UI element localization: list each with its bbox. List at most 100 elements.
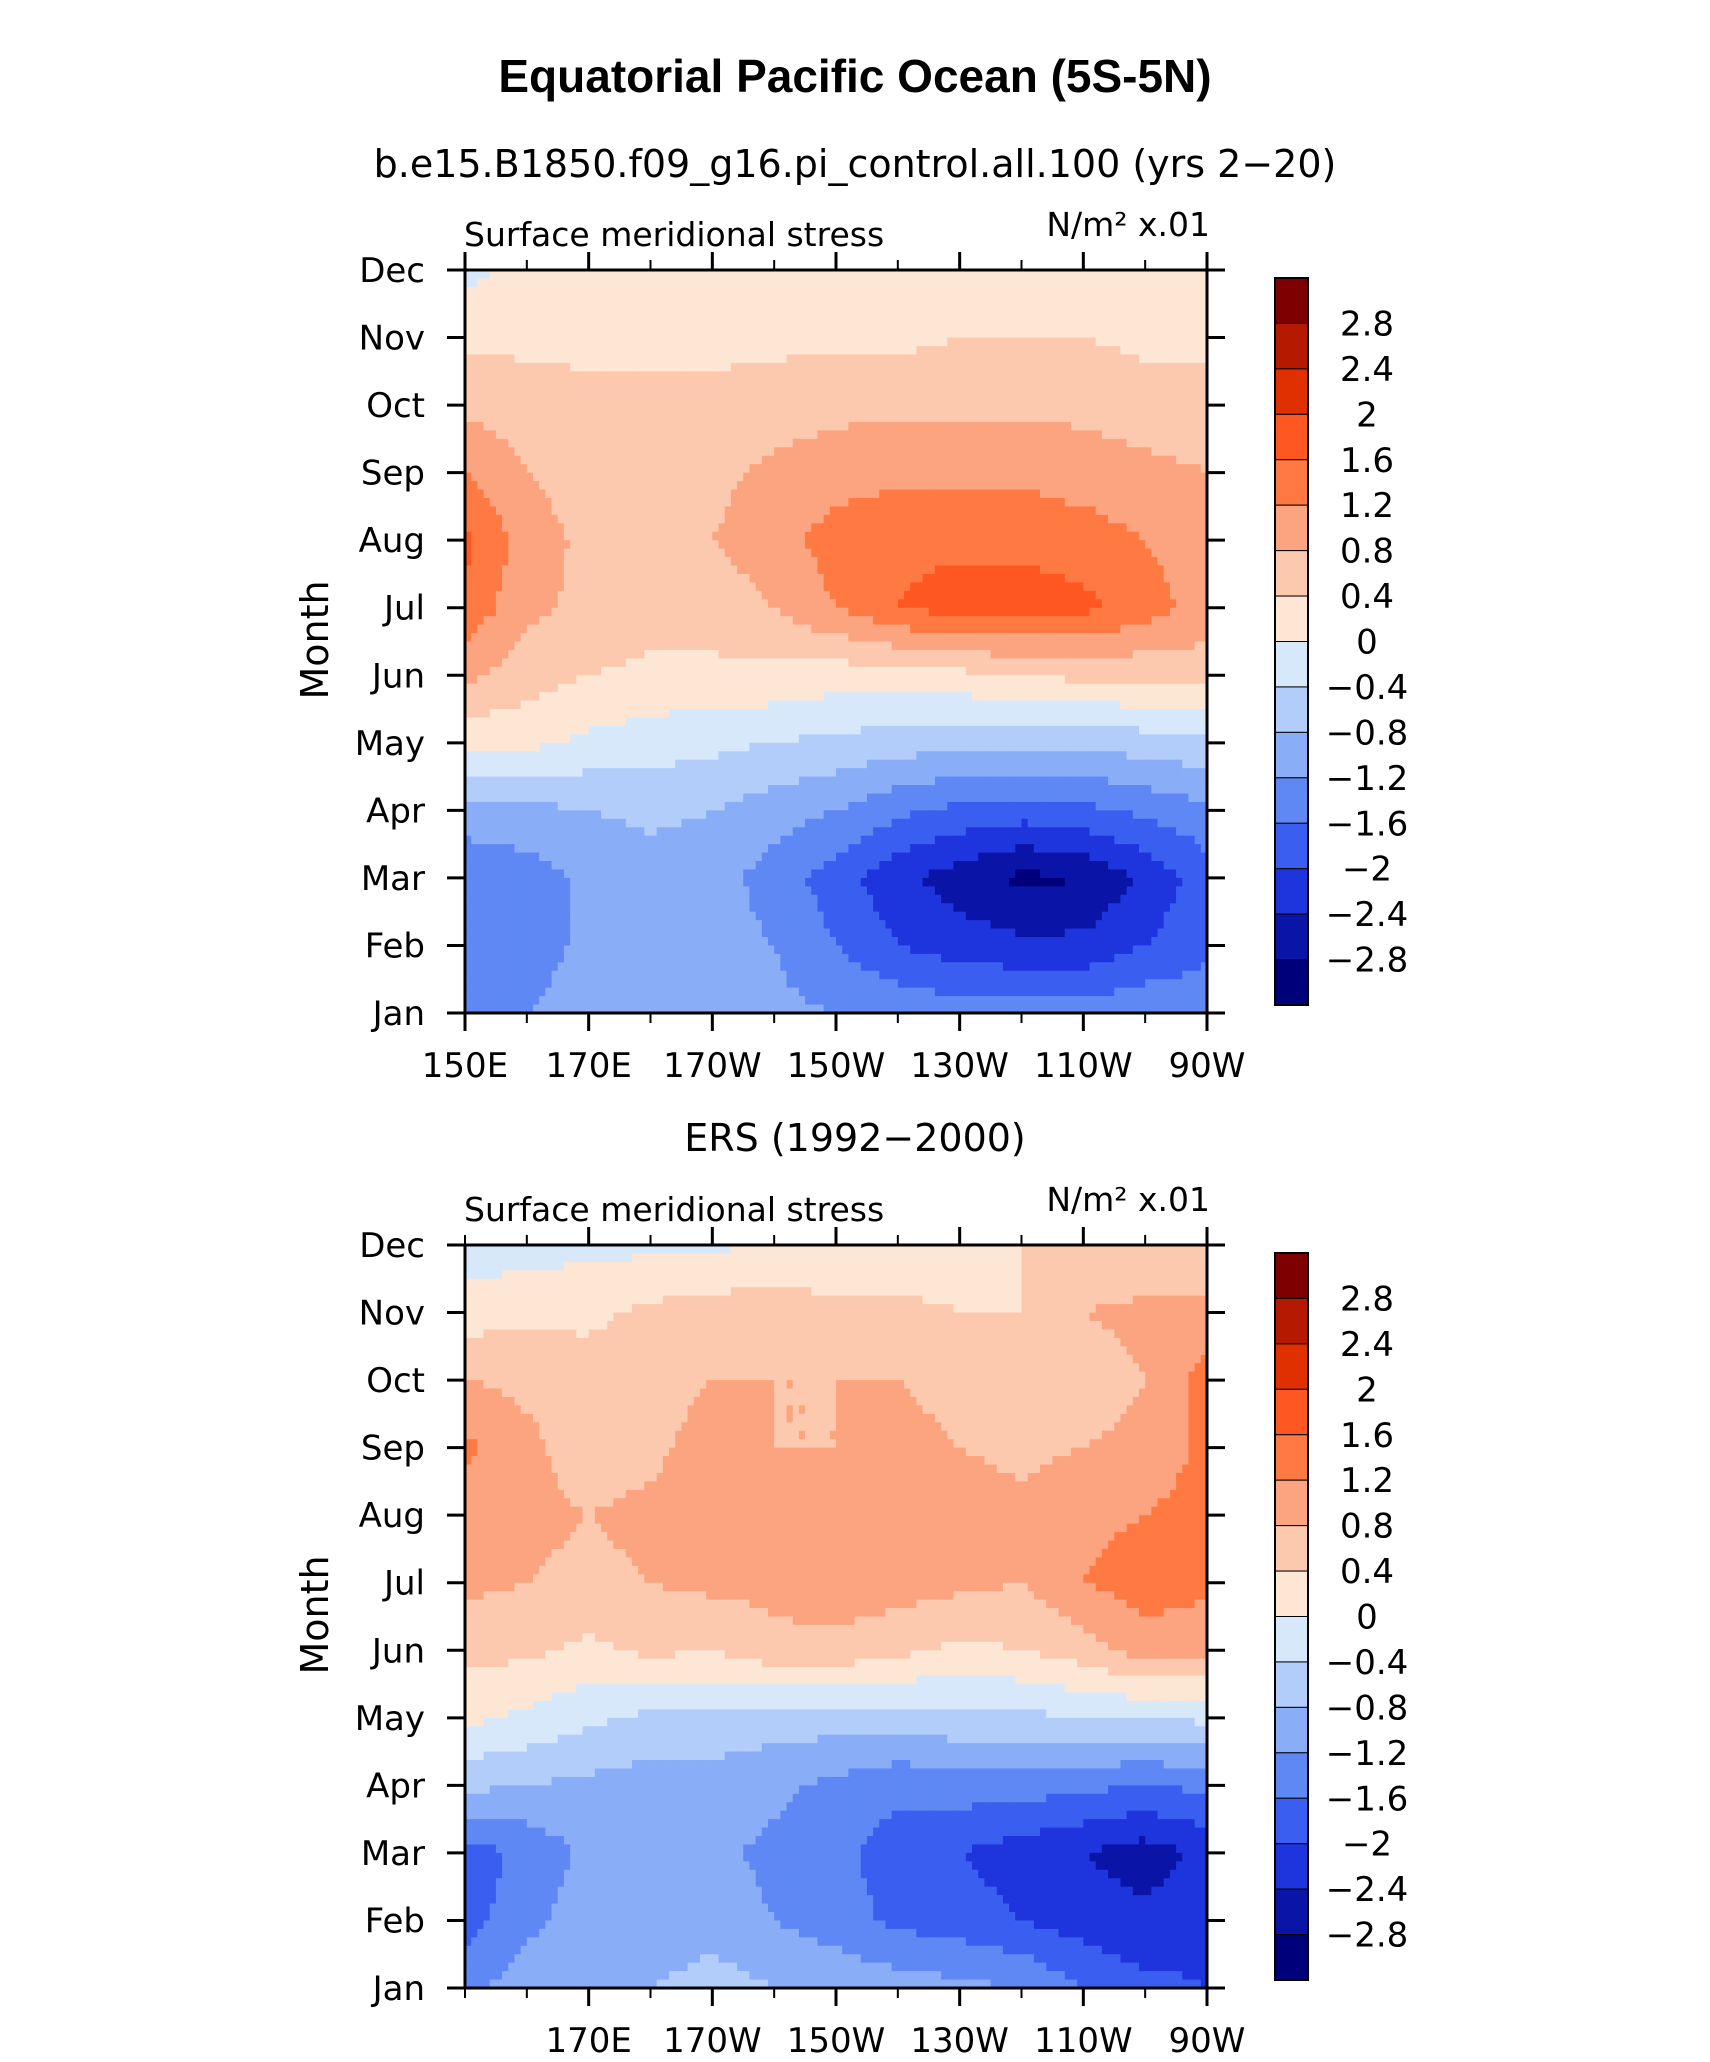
contour-cell [1040, 498, 1047, 507]
contour-cell [502, 430, 509, 439]
contour-cell [564, 405, 571, 414]
contour-cell [589, 574, 596, 583]
contour-cell [1015, 371, 1022, 380]
contour-cell [1096, 354, 1103, 363]
contour-cell [508, 616, 515, 625]
contour-cell [923, 430, 930, 439]
contour-cell [780, 506, 787, 515]
contour-cell [904, 363, 911, 372]
contour-cell [694, 490, 701, 499]
contour-cell [1096, 515, 1103, 524]
contour-cell [508, 540, 515, 549]
contour-cell [1114, 532, 1121, 541]
contour-cell [1188, 295, 1195, 304]
contour-cell [873, 574, 880, 583]
contour-cell [953, 582, 960, 591]
contour-cell [1083, 464, 1090, 473]
contour-cell [582, 405, 589, 414]
contour-cell [898, 329, 905, 338]
contour-cell [885, 414, 892, 423]
contour-cell [1077, 574, 1084, 583]
contour-cell [910, 295, 917, 304]
contour-cell [731, 388, 738, 397]
contour-cell [644, 287, 651, 296]
contour-cell [644, 397, 651, 406]
contour-cell [576, 490, 583, 499]
contour-cell [836, 295, 843, 304]
contour-cell [972, 312, 979, 321]
contour-cell [1028, 447, 1035, 456]
contour-cell [743, 557, 750, 566]
contour-cell [960, 397, 967, 406]
contour-cell [681, 608, 688, 617]
contour-cell [651, 464, 658, 473]
contour-cell [811, 430, 818, 439]
contour-cell [521, 473, 528, 482]
contour-cell [688, 354, 695, 363]
contour-cell [1114, 481, 1121, 490]
contour-cell [570, 287, 577, 296]
contour-cell [663, 278, 670, 287]
contour-cell [824, 414, 831, 423]
contour-cell [1034, 557, 1041, 566]
contour-cell [1114, 447, 1121, 456]
contour-cell [712, 574, 719, 583]
contour-cell [743, 380, 750, 389]
contour-cell [1195, 591, 1202, 600]
contour-cell [508, 447, 515, 456]
contour-cell [582, 371, 589, 380]
contour-cell [885, 329, 892, 338]
contour-cell [514, 582, 521, 591]
contour-cell [923, 490, 930, 499]
contour-cell [960, 532, 967, 541]
contour-cell [960, 439, 967, 448]
contour-cell [916, 304, 923, 313]
contour-cell [570, 380, 577, 389]
contour-cell [669, 591, 676, 600]
contour-cell [861, 329, 868, 338]
contour-cell [916, 295, 923, 304]
contour-cell [1195, 380, 1202, 389]
contour-cell [966, 371, 973, 380]
contour-cell [663, 582, 670, 591]
contour-cell [960, 278, 967, 287]
contour-cell [589, 456, 596, 465]
contour-cell [910, 515, 917, 524]
contour-cell [855, 599, 862, 608]
contour-cell [842, 405, 849, 414]
contour-cell [793, 278, 800, 287]
contour-cell [731, 481, 738, 490]
contour-cell [626, 414, 633, 423]
contour-cell [484, 473, 491, 482]
contour-cell [564, 532, 571, 541]
contour-cell [780, 388, 787, 397]
contour-cell [620, 295, 627, 304]
contour-cell [787, 490, 794, 499]
contour-cell [1028, 312, 1035, 321]
contour-cell [941, 540, 948, 549]
contour-cell [916, 439, 923, 448]
contour-cell [774, 582, 781, 591]
contour-cell [490, 312, 497, 321]
contour-cell [558, 557, 565, 566]
contour-cell [681, 532, 688, 541]
contour-cell [595, 405, 602, 414]
contour-cell [514, 439, 521, 448]
contour-cell [1114, 321, 1121, 330]
contour-cell [564, 363, 571, 372]
contour-cell [1009, 549, 1016, 558]
contour-cell [527, 397, 534, 406]
contour-cell [904, 557, 911, 566]
contour-cell [663, 464, 670, 473]
contour-cell [1176, 422, 1183, 431]
contour-cell [1182, 430, 1189, 439]
contour-cell [1052, 363, 1059, 372]
contour-cell [644, 540, 651, 549]
contour-cell [836, 498, 843, 507]
contour-cell [589, 346, 596, 355]
contour-cell [719, 371, 726, 380]
contour-cell [539, 414, 546, 423]
contour-cell [848, 363, 855, 372]
contour-cell [601, 414, 608, 423]
contour-cell [1176, 557, 1183, 566]
